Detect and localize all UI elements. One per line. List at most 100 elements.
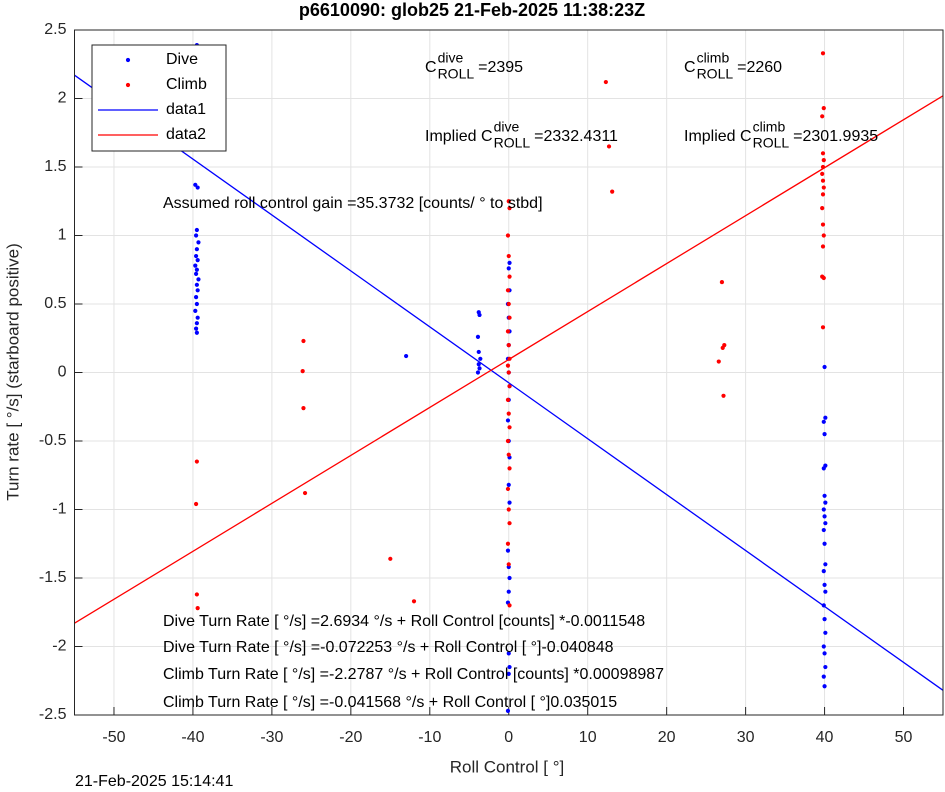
data-point [195,185,200,190]
annotation-value: =2301.9935 [793,128,878,145]
chart-title: p6610090: glob25 21-Feb-2025 11:38:23Z [299,0,645,20]
data-point [505,397,511,402]
annotation-value: =2395 [478,59,523,76]
data-point [821,507,826,512]
data-point [820,206,825,211]
data-point [404,353,409,359]
data-point [823,500,828,505]
x-tick-label: -50 [102,729,125,746]
annotation: Climb Turn Rate [ °/s] =-0.041568 °/s + … [163,694,617,711]
annotation-superscript: climb [753,119,786,135]
y-tick-label: -1 [52,501,66,518]
data-point [821,275,826,281]
data-point [506,507,511,512]
data-point [301,406,306,411]
data-point [507,664,512,670]
data-point [506,651,511,656]
data-point [507,521,512,526]
axes-box [74,29,944,716]
data-point [507,384,512,389]
data-point [193,271,199,276]
annotation-value: =2332.4311 [534,128,618,145]
data-point [821,158,826,163]
x-tick-label: 30 [737,729,755,746]
data-point [505,233,511,238]
data-point [821,674,826,679]
data-point [506,301,511,307]
data-point [505,541,511,546]
data-point [820,114,825,119]
data-point [475,370,481,375]
data-point [820,151,826,156]
legend-box [91,44,227,152]
data-point [194,267,199,272]
y-tick-label: 2.5 [44,21,66,38]
data-point [506,411,511,416]
data-point [194,321,199,326]
data-point [194,247,199,252]
data-point [194,459,199,464]
legend-label: data2 [166,126,206,143]
data-point [720,345,725,350]
data-point [823,630,828,635]
y-tick-label: 1.5 [44,158,66,175]
y-tick-label: 0 [58,364,67,381]
data-point [820,192,826,197]
data-point [823,589,828,594]
data-point [194,301,199,307]
data-point [822,432,827,437]
data-point [194,227,199,233]
data-point [505,418,511,423]
legend-label: Dive [166,51,198,68]
x-tick-label: 0 [504,729,513,746]
data-point [193,308,198,313]
data-point [507,575,512,581]
legend-label: Climb [166,76,207,93]
data-point [606,144,612,149]
data-point [196,277,201,282]
data-point [821,419,826,424]
data-point [195,288,200,293]
annotation: Climb Turn Rate [ °/s] =-2.2787 °/s + Ro… [163,666,664,683]
data-point [193,326,199,331]
y-tick-label: -2.5 [39,706,67,723]
data-point [823,521,828,526]
data-point [478,356,483,361]
data-point [505,548,511,553]
data-point [820,171,825,176]
data-point [506,452,511,457]
data-point [193,501,199,507]
annotation: C [684,59,696,76]
y-tick-label: -1.5 [39,569,67,586]
fit-line [74,95,944,624]
data-point [822,617,827,622]
data-point [194,592,199,597]
data-point [477,312,482,318]
data-point [821,466,826,471]
data-point [820,51,826,56]
data-point [505,288,511,293]
data-point [506,589,511,594]
x-tick-label: 20 [658,729,676,746]
data-point [505,363,511,368]
data-point [507,206,512,211]
data-point [603,79,608,85]
data-point [820,325,826,330]
data-point [506,482,511,487]
data-point [194,330,199,335]
data-point [193,295,199,300]
data-point [822,651,827,656]
data-point [610,189,615,194]
fit-line [74,74,944,691]
data-point [821,644,826,649]
data-point [822,364,827,370]
data-point [193,233,199,238]
data-point [822,514,827,519]
data-point [507,500,512,505]
data-point [301,338,306,344]
data-point [823,415,828,420]
data-point [507,274,512,279]
data-point [719,279,725,285]
x-tick-label: 50 [895,729,913,746]
